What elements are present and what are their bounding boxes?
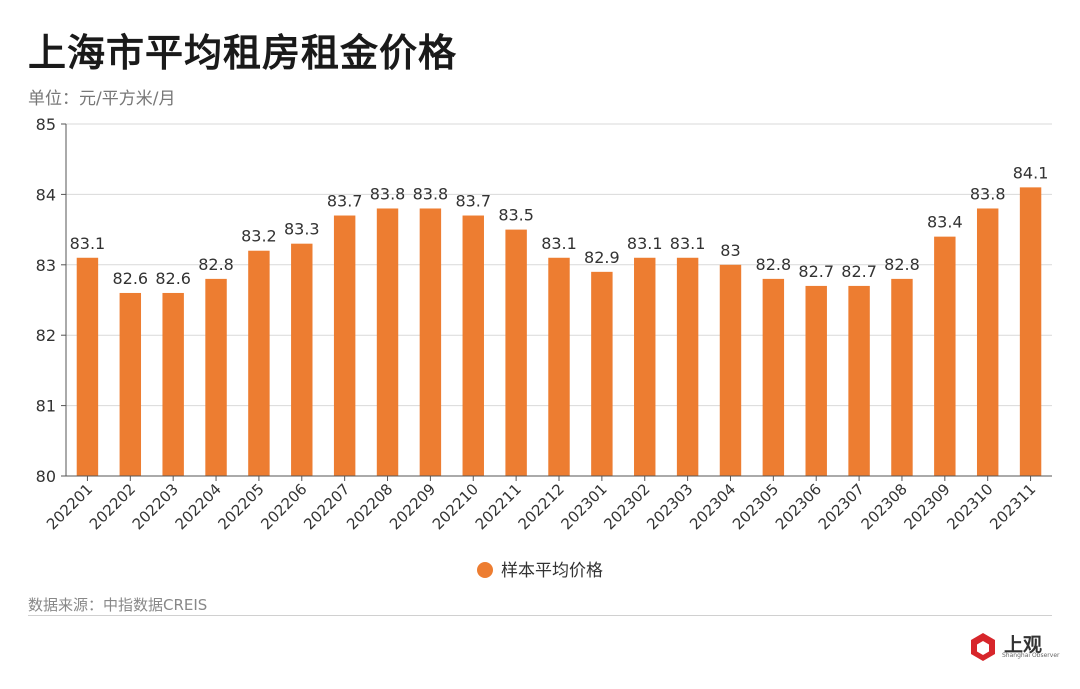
bar [634, 257, 656, 476]
y-tick-label: 84 [36, 185, 56, 204]
data-label: 82.8 [198, 255, 234, 274]
chart-title: 上海市平均租房租金价格 [28, 31, 458, 75]
bar [376, 208, 399, 477]
y-tick-label: 83 [36, 256, 56, 275]
bar [976, 208, 999, 477]
data-label: 83.8 [370, 184, 406, 203]
data-label: 83.1 [70, 234, 106, 253]
x-tick-label: 202212 [515, 480, 568, 533]
bar [805, 285, 827, 476]
data-labels: 83.1 82.6 82.6 82.8 83.2 83.3 83.7 83.8 83.8 83.7… [70, 163, 1049, 288]
legend-swatch [477, 562, 493, 578]
data-label: 82.7 [841, 262, 877, 281]
bar [505, 229, 527, 476]
bar [119, 292, 142, 476]
bar [333, 215, 356, 476]
x-tick-label: 202206 [257, 480, 310, 533]
x-tick-label: 202303 [643, 480, 696, 533]
bar [205, 278, 227, 476]
data-label: 83.1 [627, 234, 663, 253]
x-tick-label: 202205 [215, 480, 268, 533]
y-tick-label: 81 [36, 397, 56, 416]
x-tick-label: 202311 [986, 480, 1039, 533]
bar [462, 215, 484, 476]
brand-logo: 上观 Shanghai Observer [968, 630, 1059, 664]
data-label: 84.1 [1013, 163, 1049, 182]
x-tick-label: 202207 [300, 480, 353, 533]
bar [162, 292, 184, 476]
bar [1019, 187, 1042, 477]
bars [76, 187, 1042, 477]
x-tick-label: 202209 [386, 480, 439, 533]
data-label: 83.1 [670, 234, 706, 253]
bar [548, 257, 570, 476]
data-label: 83 [720, 241, 740, 260]
data-label: 83.8 [970, 184, 1006, 203]
unit-label: 单位：元/平方米/月 [28, 89, 176, 109]
logo-subtext: Shanghai Observer [1002, 652, 1060, 659]
x-tick-label: 202307 [815, 480, 868, 533]
x-tick-label: 202211 [472, 480, 525, 533]
data-label: 83.1 [541, 234, 577, 253]
data-label: 83.7 [327, 192, 363, 211]
y-tick-label: 80 [36, 467, 56, 486]
data-label: 83.2 [241, 227, 277, 246]
hexagon-logo-icon [971, 633, 995, 661]
x-tick-label: 202310 [943, 480, 996, 533]
x-tick-label: 202308 [858, 480, 911, 533]
source-note: 数据来源：中指数据CREIS [28, 596, 208, 614]
x-tick-label: 202309 [900, 480, 953, 533]
x-tick-label: 202305 [729, 480, 782, 533]
footer-divider [28, 615, 1052, 616]
bar [934, 236, 956, 476]
x-tick-label: 202210 [429, 480, 482, 533]
data-label: 82.8 [884, 255, 920, 274]
legend-label: 样本平均价格 [501, 561, 603, 581]
x-tick-label: 202201 [43, 480, 96, 533]
bar [419, 208, 442, 477]
bar [76, 257, 99, 476]
bar [762, 278, 785, 476]
x-tick-label: 202302 [600, 480, 653, 533]
data-label: 82.8 [756, 255, 792, 274]
logo-text: 上观 [1004, 634, 1043, 656]
data-label: 83.3 [284, 220, 320, 239]
x-tick-label: 202304 [686, 480, 739, 533]
data-label: 83.7 [455, 192, 491, 211]
data-label: 82.6 [155, 269, 191, 288]
data-label: 82.7 [798, 262, 834, 281]
bar-chart: 8081828384852022012022022022032022042022… [36, 115, 1052, 533]
x-tick-label: 202203 [129, 480, 182, 533]
data-label: 83.8 [413, 184, 449, 203]
data-label: 83.4 [927, 213, 963, 232]
bar [891, 278, 913, 476]
data-label: 83.5 [498, 206, 534, 225]
data-label: 82.9 [584, 248, 620, 267]
x-tick-label: 202301 [557, 480, 610, 533]
bar [291, 243, 313, 476]
y-tick-label: 82 [36, 326, 56, 345]
bar [848, 285, 870, 476]
legend: 样本平均价格 [0, 556, 1080, 581]
bar [676, 257, 699, 476]
x-tick-label: 202204 [172, 480, 225, 533]
x-tick-label: 202202 [86, 480, 139, 533]
y-tick-label: 85 [36, 115, 56, 134]
data-label: 82.6 [112, 269, 148, 288]
bar [248, 250, 270, 476]
bar [591, 271, 613, 476]
x-tick-label: 202208 [343, 480, 396, 533]
x-tick-label: 202306 [772, 480, 825, 533]
bar [719, 264, 742, 476]
